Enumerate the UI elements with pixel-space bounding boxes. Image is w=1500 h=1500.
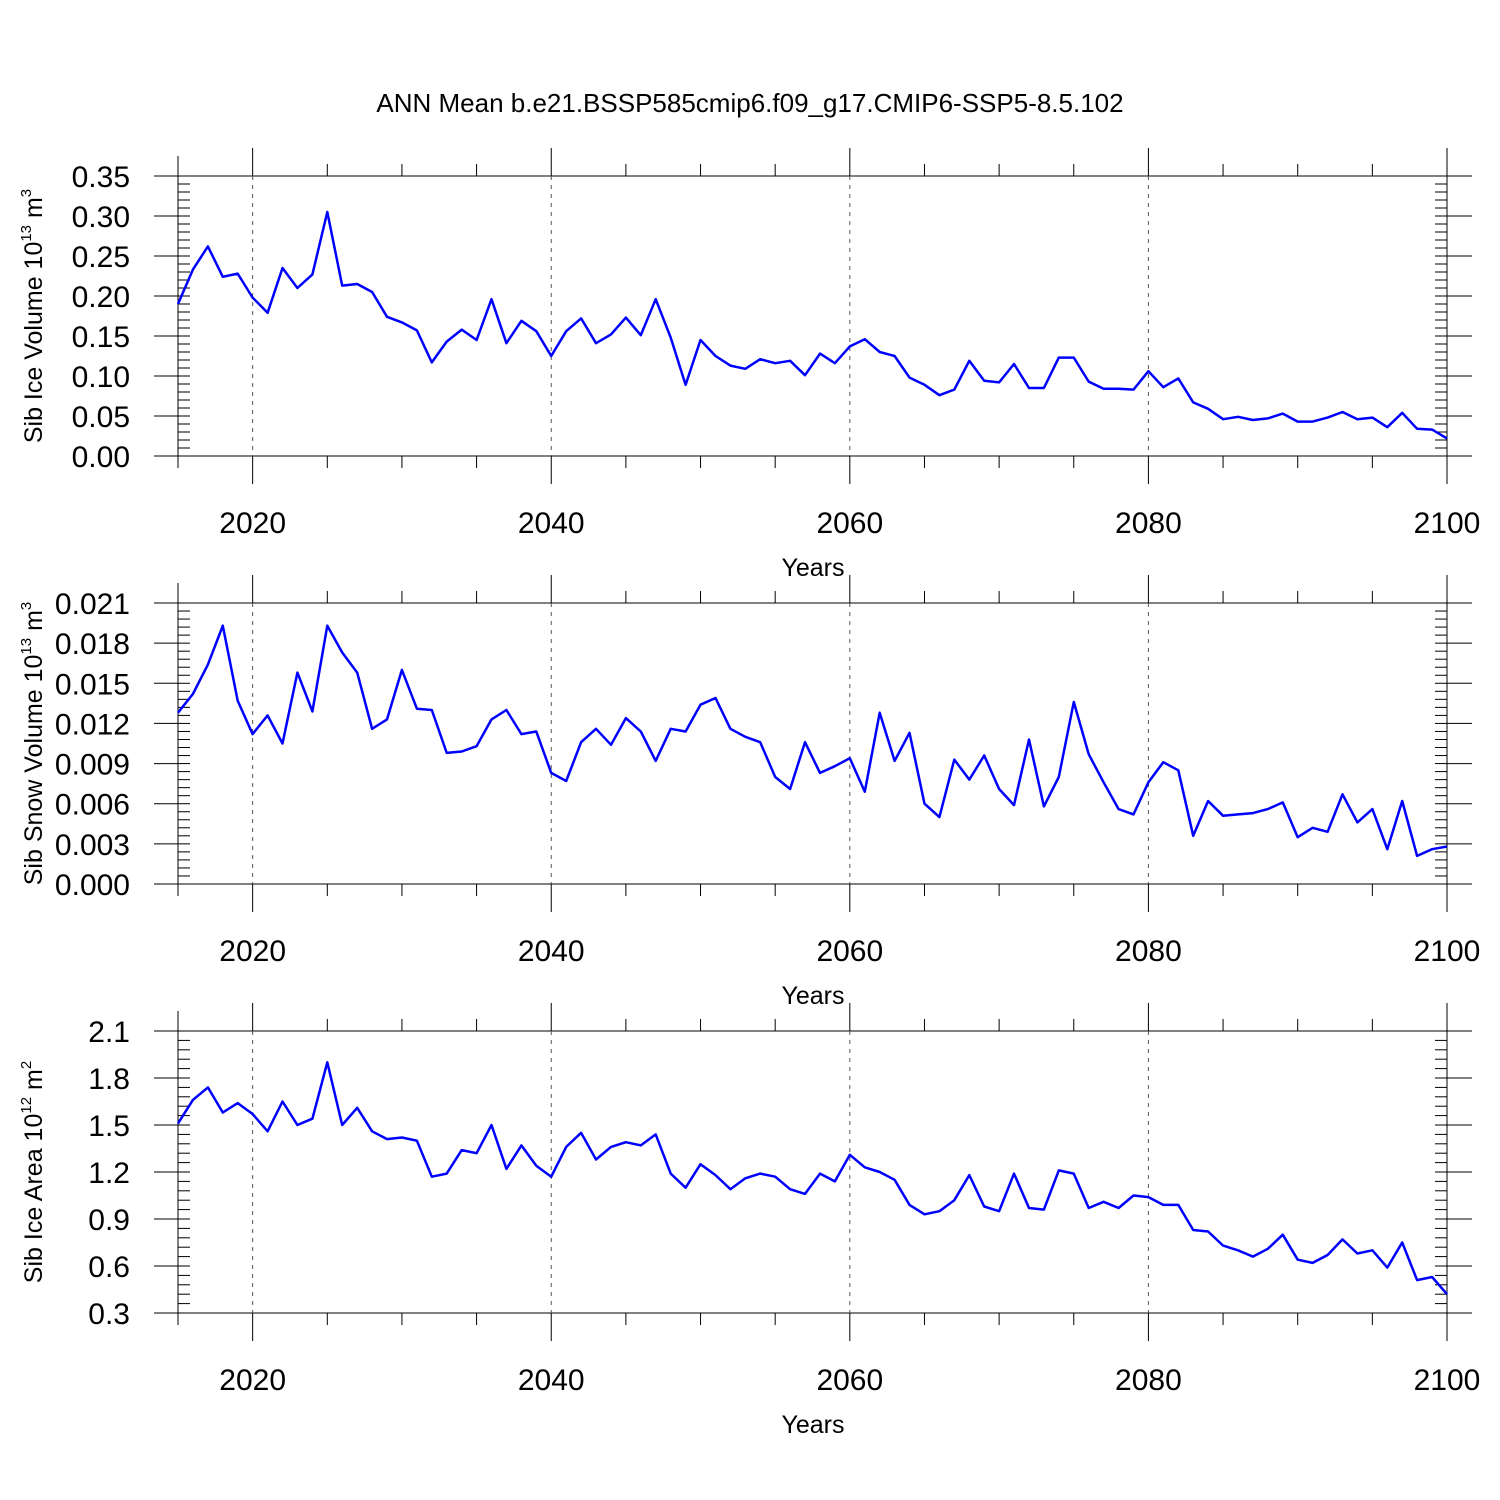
y-axis-label: Sib Ice Area 1012 m2: [18, 1061, 48, 1283]
y-tick-label: 0.05: [72, 401, 130, 434]
series-line: [176, 1061, 1448, 1296]
y-axis-label: Sib Snow Volume 1013 m3: [18, 602, 48, 886]
y-axis-label-exponent: 12: [18, 1097, 35, 1114]
y-tick-label: 0.015: [55, 668, 130, 701]
y-tick-label: 0.3: [88, 1298, 130, 1331]
y-tick-label: 0.006: [55, 789, 130, 822]
y-axis-label-unit: m: [20, 1069, 48, 1097]
y-axis-label-unit: m: [20, 197, 48, 225]
x-tick-label: 2080: [1115, 507, 1182, 540]
x-tick-label: 2060: [816, 1364, 883, 1397]
x-tick-label: 2020: [219, 1364, 286, 1397]
y-axis-label-exponent: 13: [18, 638, 35, 655]
x-tick-label: 2100: [1414, 507, 1481, 540]
y-axis-label-exponent: 13: [18, 225, 35, 242]
y-tick-label: 1.5: [88, 1110, 130, 1143]
y-axis-label-base: Sib Snow Volume 10: [20, 655, 48, 886]
x-tick-label: 2100: [1414, 935, 1481, 968]
x-axis-label: Years: [781, 1411, 844, 1439]
x-axis-label: Years: [781, 554, 844, 582]
y-tick-label: 1.8: [88, 1063, 130, 1096]
x-axis-label: Years: [781, 982, 844, 1010]
y-tick-label: 0.6: [88, 1251, 130, 1284]
y-axis-label-unit-exponent: 2: [18, 1061, 35, 1069]
y-axis-label-unit-exponent: 3: [18, 602, 35, 610]
x-tick-label: 2060: [816, 507, 883, 540]
y-tick-label: 0.021: [55, 588, 130, 621]
x-tick-label: 2020: [219, 507, 286, 540]
y-tick-label: 0.018: [55, 628, 130, 661]
y-axis-label-base: Sib Ice Area 10: [20, 1114, 48, 1284]
y-tick-label: 0.25: [72, 241, 130, 274]
y-tick-label: 1.2: [88, 1157, 130, 1190]
y-tick-label: 0.00: [72, 441, 130, 474]
figure-title: ANN Mean b.e21.BSSP585cmip6.f09_g17.CMIP…: [376, 88, 1123, 118]
panel-snow-volume: 2020 2040 2060 2080 2100 0.000 0.003 0.006 0.009…: [18, 575, 1480, 1010]
y-tick-label: 0.10: [72, 361, 130, 394]
y-axis-label-unit-exponent: 3: [18, 189, 35, 197]
series-line: [176, 210, 1448, 440]
x-tick-label: 2040: [518, 935, 585, 968]
y-tick-label: 0.15: [72, 321, 130, 354]
y-axis-label-unit: m: [20, 610, 48, 638]
x-tick-label: 2040: [518, 507, 585, 540]
y-tick-label: 0.9: [88, 1204, 130, 1237]
x-tick-label: 2080: [1115, 935, 1182, 968]
y-axis-label: Sib Ice Volume 1013 m3: [18, 189, 48, 443]
y-tick-label: 0.35: [72, 161, 130, 194]
x-tick-label: 2020: [219, 935, 286, 968]
y-tick-label: 0.20: [72, 281, 130, 314]
y-tick-label: 0.30: [72, 201, 130, 234]
y-tick-label: 0.009: [55, 749, 130, 782]
x-tick-label: 2100: [1414, 1364, 1481, 1397]
x-tick-label: 2040: [518, 1364, 585, 1397]
panel-ice-volume: 2020 2040 2060 2080 2100 0.00 0.05 0.10 0.15 0.20…: [18, 148, 1480, 582]
y-tick-label: 2.1: [88, 1016, 130, 1049]
panel-ice-area: 2020 2040 2060 2080 2100 0.3 0.6 0.9 1.2 1.5 1.8 2.…: [18, 1003, 1480, 1439]
y-tick-label: 0.000: [55, 869, 130, 902]
y-tick-label: 0.012: [55, 708, 130, 741]
y-axis-label-base: Sib Ice Volume 10: [20, 242, 48, 444]
x-tick-label: 2060: [816, 935, 883, 968]
x-tick-label: 2080: [1115, 1364, 1182, 1397]
series-line: [177, 624, 1448, 858]
y-tick-label: 0.003: [55, 829, 130, 862]
